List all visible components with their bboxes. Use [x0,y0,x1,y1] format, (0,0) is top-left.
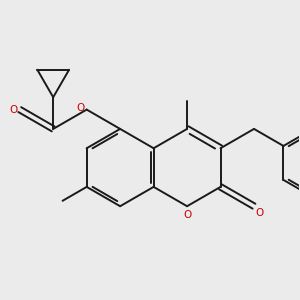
Text: O: O [183,210,191,220]
Text: O: O [256,208,264,218]
Text: O: O [76,103,85,113]
Text: O: O [10,105,18,115]
